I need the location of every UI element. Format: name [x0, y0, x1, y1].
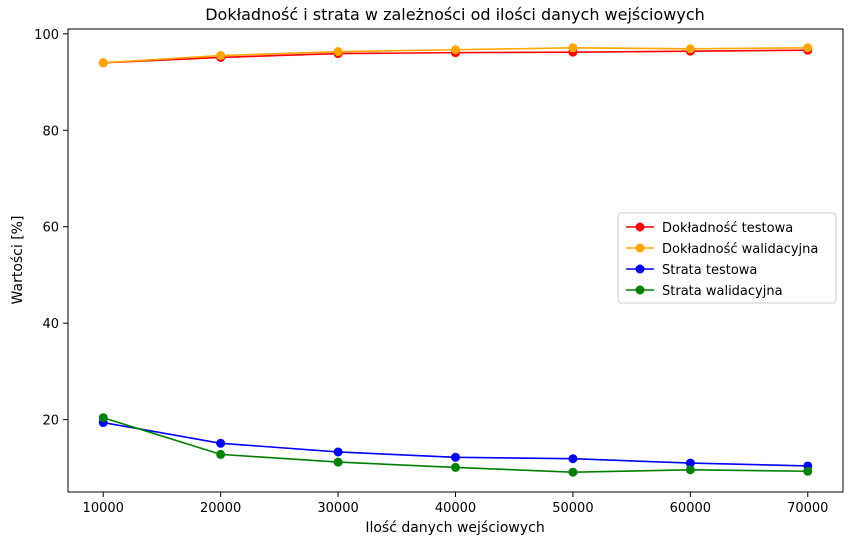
data-point: [333, 447, 343, 457]
legend-box: [617, 212, 837, 304]
data-point: [685, 465, 695, 475]
x-axis-label: Ilość danych wejściowych: [365, 520, 544, 536]
legend-marker: [635, 285, 645, 295]
data-point: [216, 438, 226, 448]
data-point: [803, 466, 813, 476]
legend-marker: [635, 222, 645, 232]
y-tick-label: 80: [42, 124, 59, 139]
x-tick-label: 70000: [787, 501, 828, 516]
y-tick-label: 20: [42, 414, 59, 429]
legend-item: Dokładność testowa: [626, 221, 793, 236]
data-point: [568, 467, 578, 477]
data-point: [333, 47, 343, 57]
data-point: [98, 58, 108, 68]
data-point: [333, 457, 343, 467]
x-tick-label: 50000: [552, 501, 593, 516]
data-point: [98, 413, 108, 423]
legend: Dokładność testowa Dokładność walidacyjna…: [617, 212, 837, 304]
y-tick-label: 60: [42, 221, 59, 236]
data-point: [216, 449, 226, 459]
x-tick-label: 40000: [435, 501, 476, 516]
legend-item: Dokładność walidacyjna: [626, 242, 818, 257]
legend-marker: [635, 243, 645, 253]
series-4: [98, 413, 813, 477]
data-point: [451, 462, 460, 472]
x-tick-label: 10000: [83, 501, 124, 516]
plot-area: 10000 20000 30000 40000 50000 60000 70000 20 40 6…: [34, 28, 844, 516]
y-axis-label: Wartości [%]: [10, 216, 26, 305]
legend-item: Strata testowa: [626, 263, 757, 278]
x-tick-label: 30000: [317, 501, 358, 516]
data-point: [685, 44, 695, 54]
data-point: [568, 43, 578, 53]
data-point: [216, 51, 226, 61]
data-point: [451, 45, 460, 55]
legend-label: Strata walidacyjna: [662, 284, 783, 299]
legend-marker: [635, 264, 645, 274]
legend-label: Strata testowa: [662, 263, 757, 278]
y-tick-label: 40: [42, 317, 59, 332]
legend-label: Dokładność testowa: [662, 221, 793, 236]
chart-title: Dokładność i strata w zależności od iloś…: [205, 5, 705, 24]
data-point: [685, 458, 695, 468]
legend-item: Strata walidacyjna: [626, 284, 783, 299]
data-point: [568, 454, 578, 464]
y-tick-label: 100: [34, 28, 59, 43]
x-tick-label: 20000: [200, 501, 241, 516]
plot-frame: [67, 28, 844, 493]
data-point: [451, 452, 460, 462]
x-tick-label: 60000: [670, 501, 711, 516]
legend-label: Dokładność walidacyjna: [662, 242, 818, 257]
series-2: [98, 43, 813, 68]
data-point: [803, 43, 813, 53]
